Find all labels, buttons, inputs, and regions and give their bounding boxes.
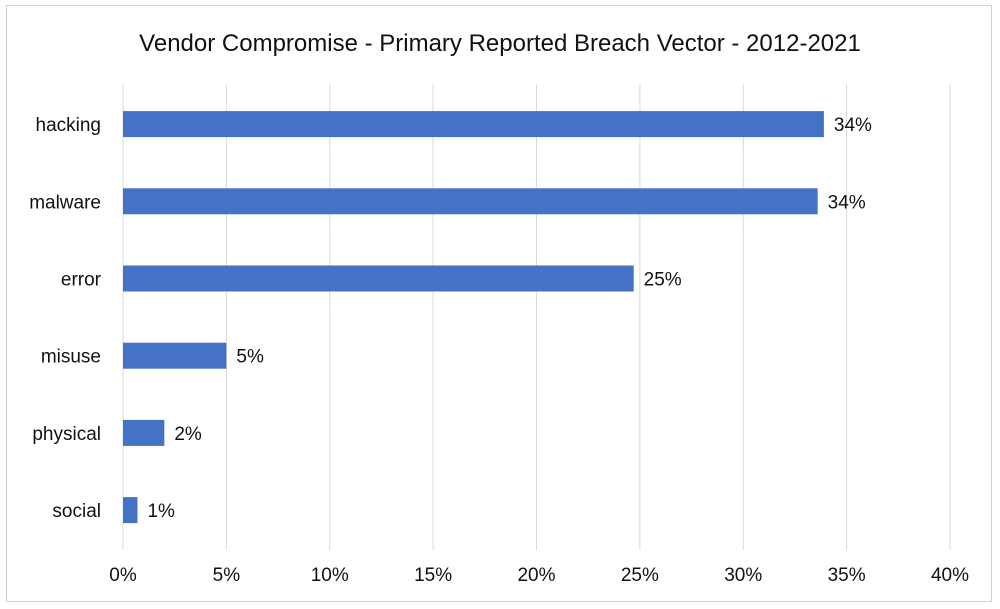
data-label: 34%: [828, 192, 866, 213]
bar-hacking: [123, 111, 824, 138]
x-tick-label: 30%: [724, 565, 762, 586]
x-tick-label: 5%: [213, 565, 241, 586]
labels: 0% 5% 10% 15% 20% 25% 30% 35% 40% hacking 34% malwa…: [29, 115, 969, 586]
category-label: hacking: [36, 115, 102, 136]
bar-misuse: [123, 342, 227, 369]
bar-error: [123, 265, 634, 292]
data-label: 5%: [236, 347, 264, 368]
category-label: social: [52, 501, 101, 522]
x-tick-label: 20%: [517, 565, 555, 586]
bar-malware: [123, 188, 818, 215]
gridlines: [122, 84, 951, 550]
x-tick-label: 10%: [311, 565, 349, 586]
chart-frame: Vendor Compromise - Primary Reported Bre…: [6, 5, 992, 602]
bar-physical: [123, 419, 165, 446]
bars: [123, 111, 824, 524]
data-label: 25%: [644, 270, 682, 291]
category-label: misuse: [41, 347, 101, 368]
category-label: error: [61, 270, 102, 291]
data-label: 2%: [174, 424, 202, 445]
x-tick-label: 40%: [931, 565, 969, 586]
bar-chart: 0% 5% 10% 15% 20% 25% 30% 35% 40% hacking 34% malwa…: [29, 84, 969, 586]
bar-social: [123, 497, 138, 524]
x-tick-label: 35%: [828, 565, 866, 586]
x-tick-label: 0%: [109, 565, 137, 586]
data-label: 34%: [834, 115, 872, 136]
x-tick-label: 15%: [414, 565, 452, 586]
category-label: physical: [32, 424, 101, 445]
data-label: 1%: [147, 501, 175, 522]
category-label: malware: [29, 192, 101, 213]
chart-title: Vendor Compromise - Primary Reported Bre…: [139, 30, 861, 57]
x-tick-label: 25%: [621, 565, 659, 586]
